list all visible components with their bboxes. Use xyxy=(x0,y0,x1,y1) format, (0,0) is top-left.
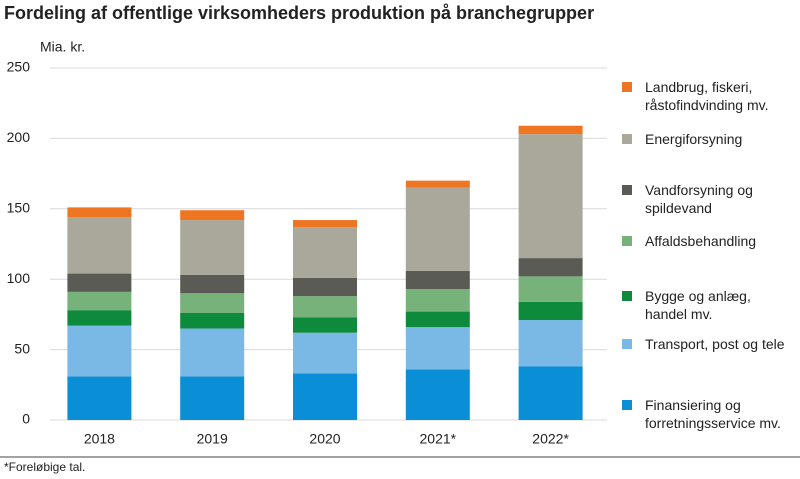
y-axis-label: Mia. kr. xyxy=(40,39,85,55)
bar-segment xyxy=(518,134,583,259)
bar-segment xyxy=(180,210,245,221)
legend-swatch xyxy=(622,134,632,144)
bar-segment xyxy=(518,301,583,321)
legend-label: Vandforsyning og spildevand xyxy=(645,182,753,216)
bar-segment xyxy=(518,258,583,277)
bar-segment xyxy=(405,327,470,370)
x-tick-label: 2020 xyxy=(309,431,340,447)
bar-segment xyxy=(293,317,357,333)
y-tick-label: 200 xyxy=(7,129,31,145)
legend-swatch xyxy=(622,82,632,92)
bar-segment xyxy=(293,277,357,297)
y-tick-label: 150 xyxy=(7,200,31,216)
legend-label: Affaldsbehandling xyxy=(645,233,757,249)
legend-swatch xyxy=(622,236,632,246)
bar-segment xyxy=(293,220,357,228)
bar-segment xyxy=(180,312,245,329)
bar-segment xyxy=(405,187,470,271)
bar-segment xyxy=(405,270,470,290)
bar-segment xyxy=(405,311,470,328)
bar-segment xyxy=(518,125,583,135)
x-tick-label: 2022* xyxy=(532,431,569,447)
y-tick-label: 0 xyxy=(22,411,30,427)
x-tick-label: 2021* xyxy=(420,431,457,447)
legend-swatch xyxy=(622,185,632,195)
bar-segment xyxy=(180,293,245,313)
bar-segment xyxy=(67,310,132,326)
bar-segment xyxy=(293,332,357,374)
bar-segment xyxy=(293,373,357,420)
bar-segment xyxy=(180,328,245,377)
y-tick-label: 50 xyxy=(14,340,30,356)
bar-segment xyxy=(405,369,470,420)
bar-segment xyxy=(293,227,357,278)
y-tick-label: 250 xyxy=(7,59,31,75)
bar-segment xyxy=(180,274,245,294)
bar-segment xyxy=(518,366,583,420)
bar-segment xyxy=(405,180,470,188)
bar-segment xyxy=(67,291,132,311)
legend-label: Bygge og anlæg, handel mv. xyxy=(645,288,751,322)
footnote: *Foreløbige tal. xyxy=(4,460,85,474)
x-tick-label: 2019 xyxy=(197,431,228,447)
y-tick-label: 100 xyxy=(7,270,31,286)
bar-segment xyxy=(67,207,132,218)
bar-segment xyxy=(293,296,357,318)
bar-segment xyxy=(67,273,132,292)
bar-segment xyxy=(405,289,470,312)
legend-label: Transport, post og tele xyxy=(645,336,785,352)
bar-segment xyxy=(67,376,132,420)
legend-label: Energiforsyning xyxy=(645,131,743,147)
chart-title: Fordeling af offentlige virksomheders pr… xyxy=(4,3,594,23)
legend-label: Finansiering og forretningsservice mv. xyxy=(645,397,781,431)
bar-segment xyxy=(67,217,132,274)
legend-swatch xyxy=(622,291,632,301)
x-tick-label: 2018 xyxy=(84,431,115,447)
bar-segment xyxy=(518,276,583,302)
bar-segment xyxy=(518,320,583,367)
bar-segment xyxy=(180,376,245,420)
legend-swatch xyxy=(622,339,632,349)
bar-segment xyxy=(67,325,132,377)
legend-swatch xyxy=(622,400,632,410)
legend-label: Landbrug, fiskeri, råstofindvinding mv. xyxy=(645,79,769,113)
bar-segment xyxy=(180,220,245,275)
